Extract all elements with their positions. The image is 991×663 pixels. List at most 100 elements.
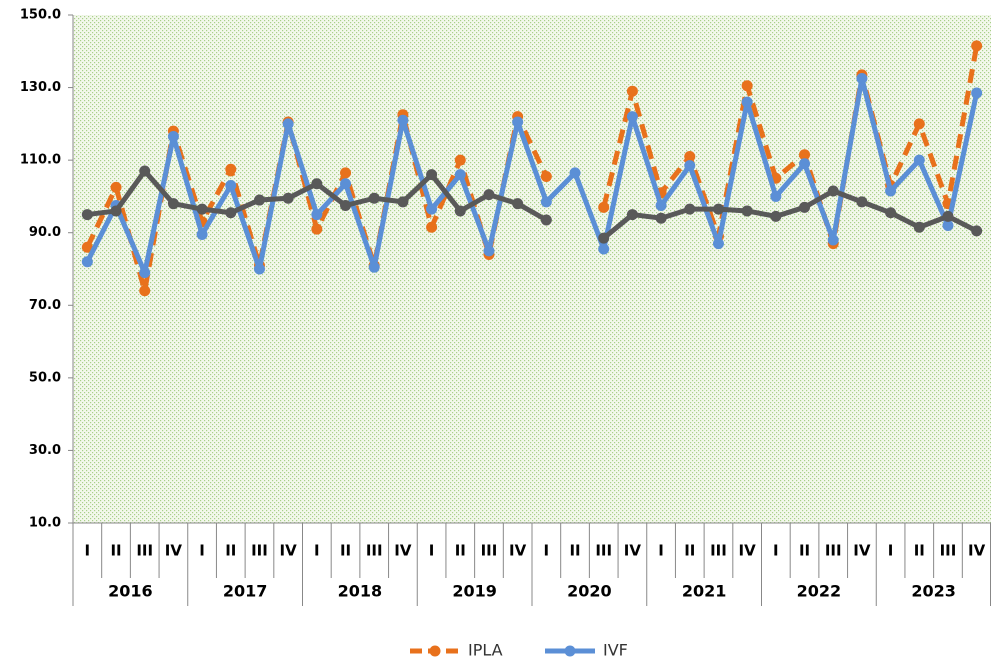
data-point [540, 170, 552, 182]
data-point [827, 234, 839, 246]
data-point [368, 192, 380, 204]
data-point [598, 232, 610, 244]
data-point [81, 256, 93, 268]
data-point [770, 190, 782, 202]
data-point [282, 192, 294, 204]
data-point [540, 214, 552, 226]
data-point [397, 114, 409, 126]
data-point [512, 198, 524, 210]
x-tick-label: IV [165, 542, 183, 560]
data-point [225, 207, 237, 219]
data-point [626, 85, 638, 97]
data-point [139, 165, 151, 177]
x-tick-label: II [110, 542, 121, 560]
x-tick-label: II [799, 542, 810, 560]
data-point [971, 225, 983, 237]
data-point [626, 111, 638, 123]
data-point [540, 196, 552, 208]
data-point [397, 196, 409, 208]
y-tick-label: 90.0 [29, 225, 61, 240]
data-point [139, 267, 151, 279]
x-tick-label: III [940, 542, 957, 560]
data-point [426, 169, 438, 181]
y-tick-label: 110.0 [20, 153, 61, 168]
data-point [684, 203, 696, 215]
x-tick-label: III [595, 542, 612, 560]
x-tick-label: I [85, 542, 91, 560]
data-point [454, 205, 466, 217]
data-point [340, 200, 352, 211]
x-tick-label: II [225, 542, 236, 560]
data-point [598, 201, 610, 213]
x-tick-label: II [340, 542, 351, 560]
data-point [799, 158, 811, 170]
data-point [942, 219, 954, 231]
data-point [885, 207, 897, 219]
y-tick-label: 30.0 [29, 443, 61, 458]
data-point [913, 118, 925, 130]
data-point [799, 149, 811, 161]
plot-background [73, 15, 991, 523]
data-point [741, 80, 753, 92]
x-tick-label: I [544, 542, 550, 560]
x-tick-label: IV [739, 542, 757, 560]
data-point [311, 209, 323, 221]
year-label: 2023 [911, 582, 956, 601]
x-tick-label: IV [394, 542, 412, 560]
data-point [598, 243, 610, 255]
legend-marker [564, 645, 576, 657]
series-line [601, 45, 980, 247]
data-point [856, 73, 868, 84]
data-point [110, 181, 122, 193]
legend-label: IPLA [468, 641, 503, 660]
x-tick-label: IV [509, 542, 527, 560]
data-point [799, 201, 811, 213]
year-label: 2022 [797, 582, 842, 601]
data-point [885, 185, 897, 197]
x-tick-label: III [710, 542, 727, 560]
year-label: 2017 [223, 582, 268, 601]
data-point [340, 167, 352, 179]
x-tick-label: I [773, 542, 779, 560]
data-point [253, 194, 265, 206]
x-tick-label: III [825, 542, 842, 560]
x-tick-label: II [569, 542, 580, 560]
data-point [426, 203, 438, 215]
y-tick-label: 70.0 [29, 298, 61, 313]
x-tick-label: I [888, 542, 894, 560]
data-point [655, 212, 667, 224]
x-tick-label: III [136, 542, 153, 560]
data-point [196, 229, 208, 241]
y-tick-label: 130.0 [20, 80, 61, 95]
data-point [167, 198, 179, 210]
x-tick-label: IV [968, 542, 986, 560]
data-point [282, 118, 294, 130]
data-point [712, 203, 724, 215]
data-point [311, 223, 323, 235]
data-point [167, 131, 179, 143]
x-tick-label: III [481, 542, 498, 560]
x-tick-label: II [455, 542, 466, 560]
data-point [827, 185, 839, 197]
data-point [569, 167, 581, 179]
data-point [253, 263, 265, 275]
data-point [942, 210, 954, 222]
x-tick-label: IV [280, 542, 298, 560]
year-label: 2021 [682, 582, 727, 601]
data-point [454, 169, 466, 181]
year-label: 2018 [338, 582, 383, 601]
data-point [741, 205, 753, 217]
x-tick-label: I [314, 542, 320, 560]
x-tick-label: II [684, 542, 695, 560]
data-point [483, 189, 495, 201]
y-tick-label: 10.0 [29, 516, 61, 531]
data-point [426, 221, 438, 233]
data-point [856, 196, 868, 208]
data-point [139, 285, 151, 297]
data-point [655, 200, 667, 211]
data-point [512, 116, 524, 128]
data-point [196, 203, 208, 215]
y-tick-label: 50.0 [29, 370, 61, 385]
data-point [770, 210, 782, 222]
